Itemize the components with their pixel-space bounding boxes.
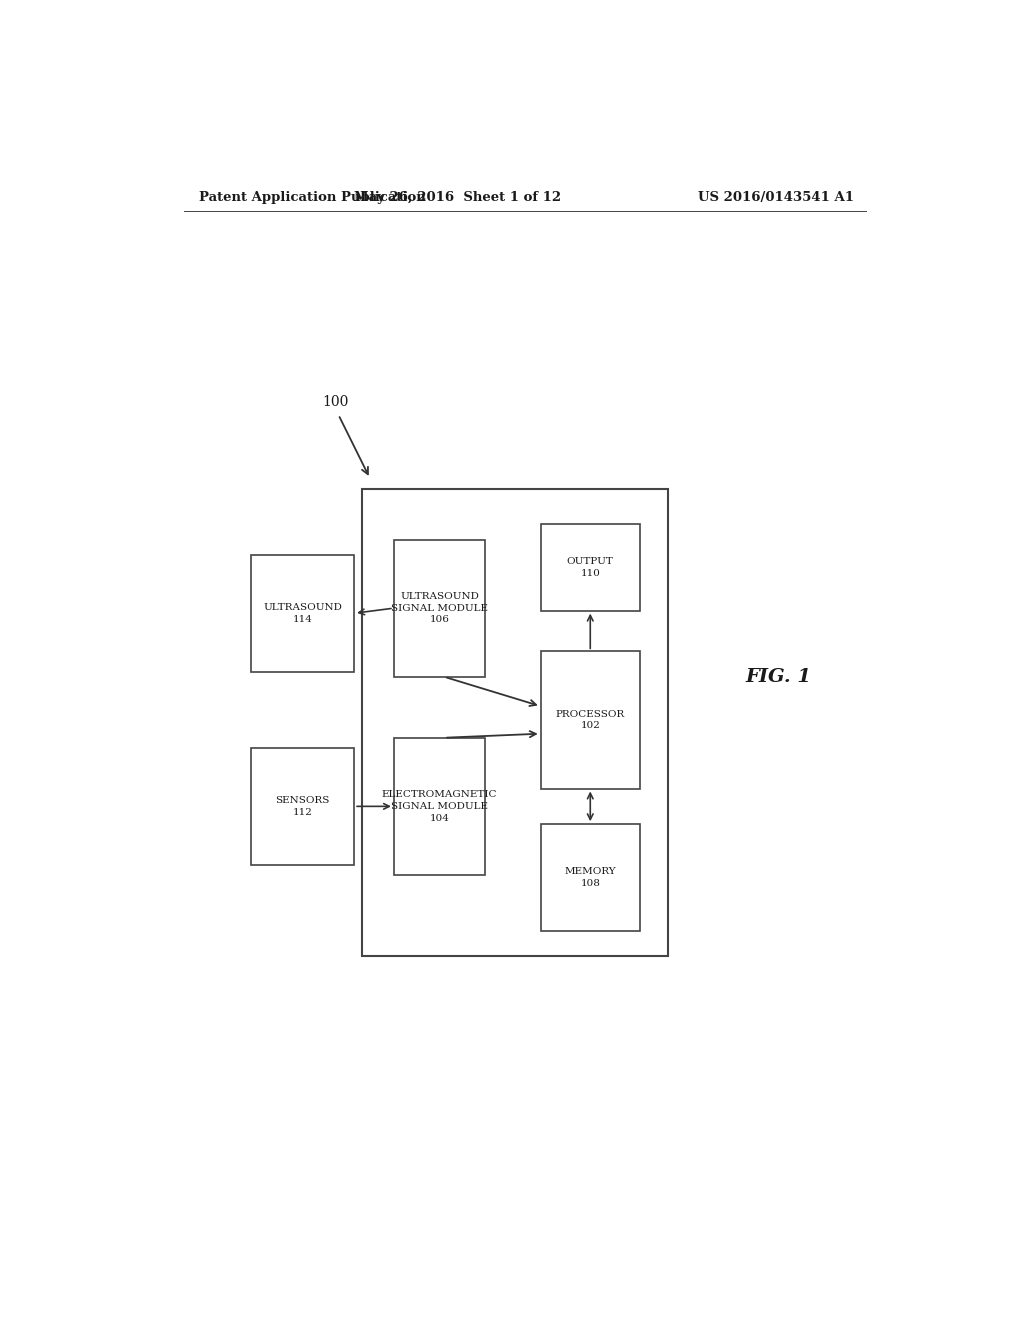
Bar <box>541 524 640 611</box>
Text: Patent Application Publication: Patent Application Publication <box>200 190 426 203</box>
Text: PROCESSOR
102: PROCESSOR 102 <box>556 710 625 730</box>
Text: FIG. 1: FIG. 1 <box>745 668 812 686</box>
Text: 100: 100 <box>323 395 349 409</box>
Bar <box>362 488 668 956</box>
Bar <box>251 554 354 672</box>
Text: May 26, 2016  Sheet 1 of 12: May 26, 2016 Sheet 1 of 12 <box>353 190 561 203</box>
Bar <box>394 738 485 875</box>
Text: SENSORS
112: SENSORS 112 <box>275 796 330 817</box>
Bar <box>394 540 485 677</box>
Text: MEMORY
108: MEMORY 108 <box>564 867 616 888</box>
Text: OUTPUT
110: OUTPUT 110 <box>567 557 613 578</box>
Bar <box>541 824 640 931</box>
Text: ULTRASOUND
SIGNAL MODULE
106: ULTRASOUND SIGNAL MODULE 106 <box>391 591 488 624</box>
Bar <box>541 651 640 788</box>
Bar <box>251 748 354 865</box>
Text: US 2016/0143541 A1: US 2016/0143541 A1 <box>698 190 854 203</box>
Text: ELECTROMAGNETIC
SIGNAL MODULE
104: ELECTROMAGNETIC SIGNAL MODULE 104 <box>382 791 498 822</box>
Text: ULTRASOUND
114: ULTRASOUND 114 <box>263 603 342 623</box>
